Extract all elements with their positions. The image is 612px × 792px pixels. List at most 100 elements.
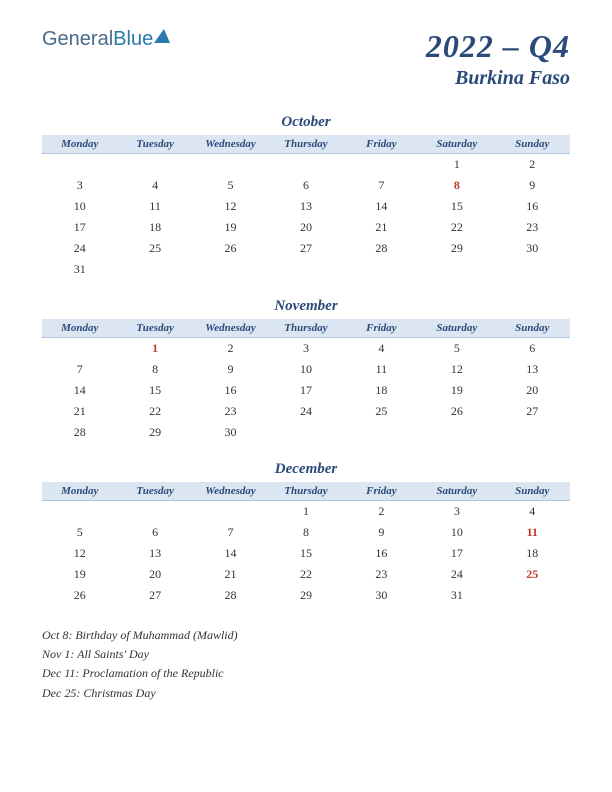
footnotes: Oct 8: Birthday of Muhammad (Mawlid)Nov … <box>42 626 570 703</box>
calendar-cell: 10 <box>42 196 117 217</box>
calendar-table: MondayTuesdayWednesdayThursdayFridaySatu… <box>42 319 570 443</box>
calendar-cell: 20 <box>268 217 343 238</box>
day-header: Thursday <box>268 319 343 338</box>
day-header: Saturday <box>419 135 494 154</box>
calendar-cell: 11 <box>344 359 419 380</box>
calendar-cell: 21 <box>344 217 419 238</box>
calendar-cell <box>344 259 419 280</box>
calendar-cell: 6 <box>268 175 343 196</box>
calendar-cell: 11 <box>117 196 192 217</box>
day-header: Wednesday <box>193 482 268 501</box>
calendar-cell: 29 <box>268 585 343 606</box>
calendar-row: 10111213141516 <box>42 196 570 217</box>
calendar-row: 24252627282930 <box>42 238 570 259</box>
calendar-cell: 10 <box>268 359 343 380</box>
calendar-cell: 15 <box>117 380 192 401</box>
calendar-cell: 24 <box>268 401 343 422</box>
calendar-cell <box>344 154 419 176</box>
calendar-cell: 10 <box>419 522 494 543</box>
calendar-cell: 19 <box>193 217 268 238</box>
calendar-cell: 6 <box>117 522 192 543</box>
calendar-cell: 21 <box>193 564 268 585</box>
footnote-line: Dec 25: Christmas Day <box>42 684 570 703</box>
calendar-cell: 7 <box>344 175 419 196</box>
calendar-cell: 8 <box>117 359 192 380</box>
calendar-cell: 21 <box>42 401 117 422</box>
calendar-cell: 22 <box>117 401 192 422</box>
calendar-cell: 9 <box>344 522 419 543</box>
calendar-row: 567891011 <box>42 522 570 543</box>
calendar-cell: 5 <box>193 175 268 196</box>
calendar-cell: 27 <box>268 238 343 259</box>
calendar-cell <box>42 338 117 360</box>
calendar-row: 21222324252627 <box>42 401 570 422</box>
calendar-cell: 30 <box>193 422 268 443</box>
calendar-cell: 15 <box>268 543 343 564</box>
day-header: Sunday <box>495 319 570 338</box>
calendar-cell: 28 <box>344 238 419 259</box>
day-header: Sunday <box>495 482 570 501</box>
day-header: Tuesday <box>117 135 192 154</box>
day-header: Friday <box>344 482 419 501</box>
calendar-cell: 18 <box>495 543 570 564</box>
calendar-cell: 28 <box>193 585 268 606</box>
calendar-cell <box>117 501 192 523</box>
calendar-cell: 1 <box>117 338 192 360</box>
calendar-cell: 7 <box>42 359 117 380</box>
calendar-cell: 20 <box>117 564 192 585</box>
month-block: OctoberMondayTuesdayWednesdayThursdayFri… <box>42 114 570 280</box>
calendar-table: MondayTuesdayWednesdayThursdayFridaySatu… <box>42 482 570 606</box>
day-header: Monday <box>42 319 117 338</box>
calendar-cell: 6 <box>495 338 570 360</box>
calendar-cell <box>344 422 419 443</box>
calendar-cell <box>419 259 494 280</box>
footnote-line: Dec 11: Proclamation of the Republic <box>42 664 570 683</box>
calendar-row: 12 <box>42 154 570 176</box>
calendar-cell: 26 <box>193 238 268 259</box>
calendar-cell <box>193 154 268 176</box>
calendar-cell: 16 <box>344 543 419 564</box>
calendar-cell: 22 <box>419 217 494 238</box>
calendar-cell <box>117 154 192 176</box>
calendar-cell <box>495 259 570 280</box>
day-header: Saturday <box>419 482 494 501</box>
day-header: Saturday <box>419 319 494 338</box>
calendar-cell: 17 <box>268 380 343 401</box>
footnote-line: Oct 8: Birthday of Muhammad (Mawlid) <box>42 626 570 645</box>
calendar-cell: 13 <box>117 543 192 564</box>
calendar-container: OctoberMondayTuesdayWednesdayThursdayFri… <box>42 114 570 606</box>
day-header: Thursday <box>268 482 343 501</box>
calendar-row: 3456789 <box>42 175 570 196</box>
calendar-cell <box>268 259 343 280</box>
calendar-row: 282930 <box>42 422 570 443</box>
calendar-cell: 3 <box>419 501 494 523</box>
calendar-cell: 19 <box>42 564 117 585</box>
calendar-cell: 14 <box>193 543 268 564</box>
calendar-cell: 12 <box>419 359 494 380</box>
calendar-cell: 2 <box>495 154 570 176</box>
calendar-cell: 16 <box>495 196 570 217</box>
calendar-cell: 18 <box>344 380 419 401</box>
day-header: Sunday <box>495 135 570 154</box>
day-header: Wednesday <box>193 135 268 154</box>
calendar-cell <box>193 501 268 523</box>
calendar-cell: 9 <box>193 359 268 380</box>
calendar-cell <box>193 259 268 280</box>
calendar-cell: 8 <box>268 522 343 543</box>
calendar-table: MondayTuesdayWednesdayThursdayFridaySatu… <box>42 135 570 280</box>
calendar-cell: 27 <box>117 585 192 606</box>
calendar-cell <box>495 585 570 606</box>
calendar-cell: 24 <box>42 238 117 259</box>
day-header: Wednesday <box>193 319 268 338</box>
calendar-cell: 30 <box>344 585 419 606</box>
calendar-cell: 2 <box>344 501 419 523</box>
calendar-cell <box>268 422 343 443</box>
calendar-cell: 26 <box>419 401 494 422</box>
calendar-cell: 3 <box>42 175 117 196</box>
logo: GeneralBlue <box>42 28 171 51</box>
calendar-cell: 14 <box>42 380 117 401</box>
calendar-row: 1234 <box>42 501 570 523</box>
calendar-cell: 3 <box>268 338 343 360</box>
calendar-cell: 14 <box>344 196 419 217</box>
calendar-cell: 5 <box>419 338 494 360</box>
